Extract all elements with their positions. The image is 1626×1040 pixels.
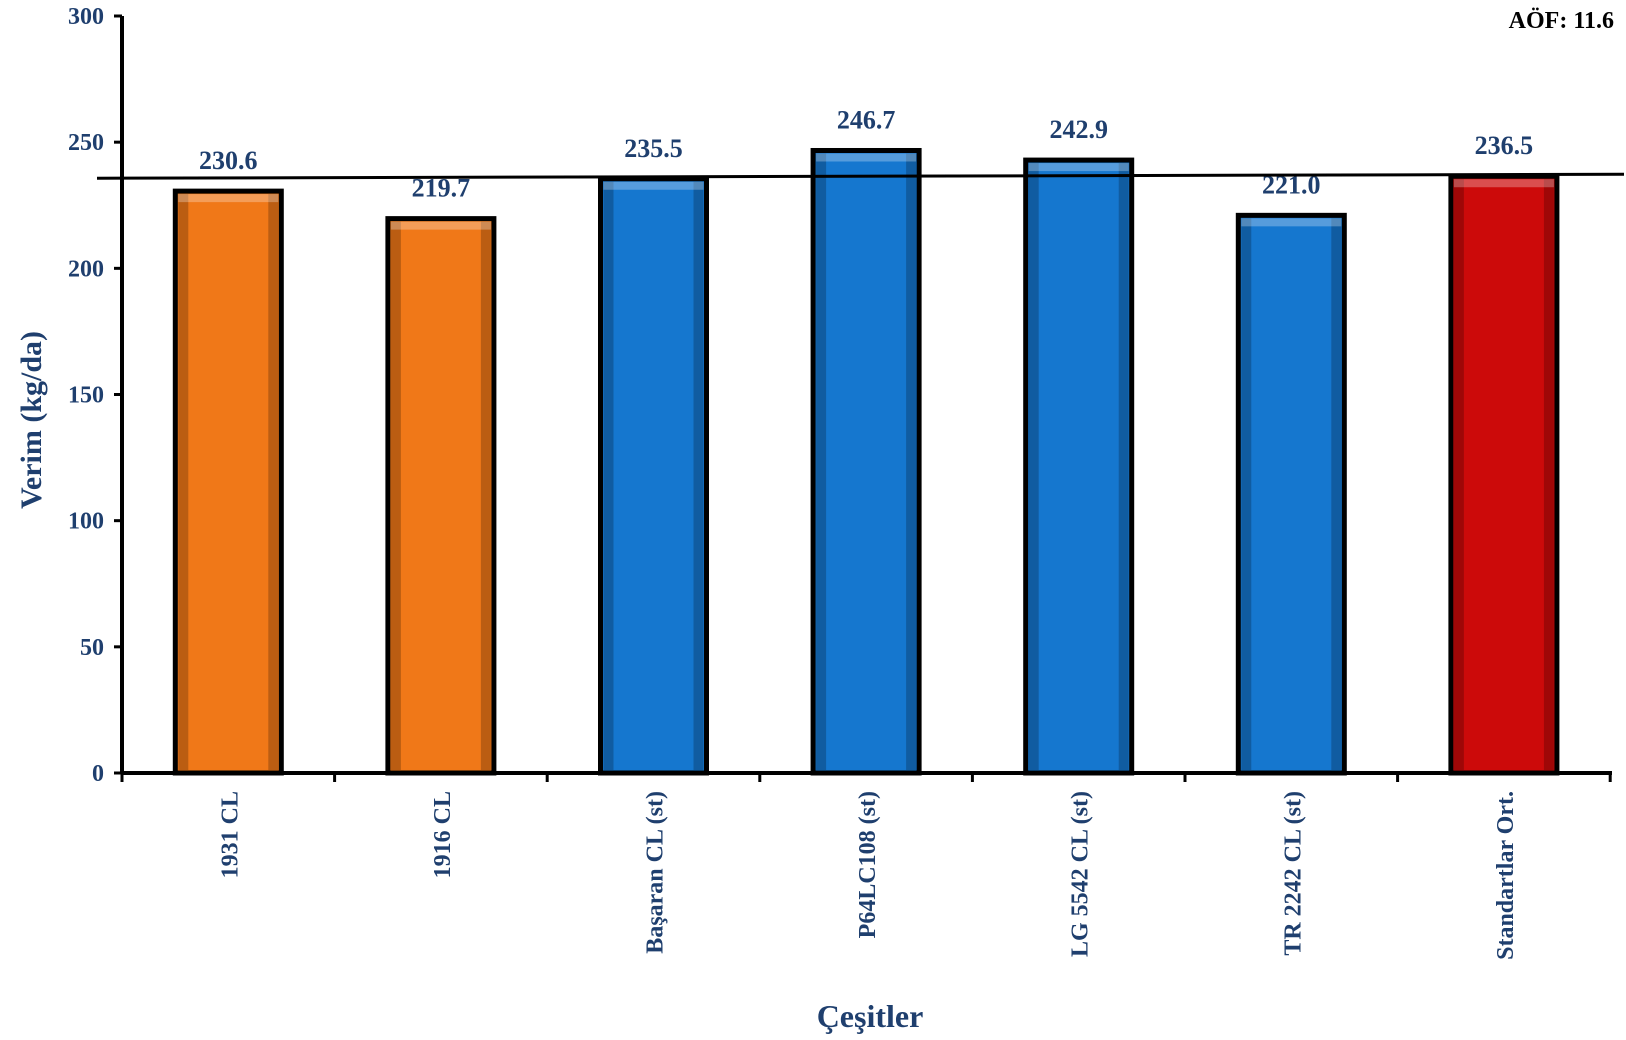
bar-shade-left bbox=[1241, 218, 1252, 771]
y-tick-label: 50 bbox=[80, 635, 104, 661]
bar-shade-right bbox=[906, 153, 917, 771]
x-tick-label: TR 2242 CL (st) bbox=[1280, 791, 1306, 956]
bar-shade-right bbox=[1331, 218, 1342, 771]
data-label: 246.7 bbox=[837, 105, 896, 134]
x-tick-label: LG 5542 CL (st) bbox=[1068, 791, 1094, 957]
bar-shade-left bbox=[603, 181, 614, 770]
bar-shade-right bbox=[1543, 179, 1554, 770]
bar-shade-left bbox=[390, 221, 401, 771]
bar-shade-right bbox=[693, 181, 704, 770]
y-axis-title: Verim (kg/da) bbox=[15, 330, 48, 510]
bar bbox=[172, 188, 284, 776]
x-tick-label: 1916 CL bbox=[430, 791, 456, 878]
x-tick-label: 1931 CL bbox=[217, 791, 243, 878]
bar-highlight-top bbox=[390, 221, 491, 230]
y-tick-label: 300 bbox=[68, 4, 104, 30]
bar-highlight-top bbox=[1453, 179, 1554, 188]
x-tick-label: Başaran CL (st) bbox=[643, 791, 669, 954]
x-axis-title: Çeşitler bbox=[816, 998, 924, 1034]
data-label: 235.5 bbox=[624, 134, 683, 163]
y-tick-label: 0 bbox=[92, 761, 104, 787]
bar-shade-left bbox=[1453, 179, 1464, 770]
bar bbox=[1235, 212, 1347, 776]
y-tick-label: 150 bbox=[68, 383, 104, 409]
y-tick-label: 100 bbox=[68, 509, 104, 535]
aof-annotation: AÖF: 11.6 bbox=[1508, 8, 1614, 34]
data-label: 242.9 bbox=[1049, 115, 1108, 144]
bar-shade-right bbox=[1118, 163, 1129, 770]
data-label: 236.5 bbox=[1475, 131, 1534, 160]
bar-shade-left bbox=[816, 153, 827, 771]
bar bbox=[810, 147, 922, 776]
bar bbox=[385, 216, 497, 776]
bar-shade-right bbox=[480, 221, 491, 771]
bar-shade-left bbox=[178, 194, 189, 771]
bar bbox=[1448, 173, 1560, 776]
bar-highlight-top bbox=[1241, 218, 1342, 227]
y-tick-label: 250 bbox=[68, 130, 104, 156]
bar-shade-left bbox=[1028, 163, 1039, 770]
bar-highlight-top bbox=[816, 153, 917, 162]
reference-line bbox=[96, 172, 1625, 180]
bar bbox=[598, 176, 709, 776]
y-tick-label: 200 bbox=[68, 256, 104, 282]
bar-shade-right bbox=[268, 194, 279, 771]
data-label: 230.6 bbox=[199, 146, 258, 175]
x-tick-label: P64LC108 (st) bbox=[855, 791, 881, 938]
bar-highlight-top bbox=[1028, 163, 1129, 172]
x-tick-label: Standartlar Ort. bbox=[1493, 791, 1519, 960]
bar bbox=[1023, 157, 1135, 776]
bar-highlight-top bbox=[178, 194, 279, 203]
bar-highlight-top bbox=[603, 181, 704, 190]
